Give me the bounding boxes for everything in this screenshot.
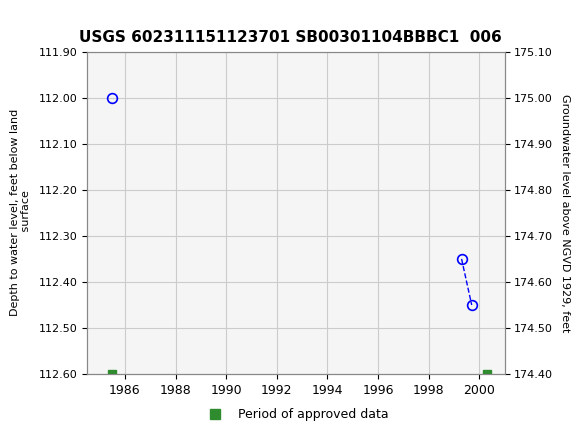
Y-axis label: Depth to water level, feet below land
 surface: Depth to water level, feet below land su… [10, 109, 31, 316]
Y-axis label: Groundwater level above NGVD 1929, feet: Groundwater level above NGVD 1929, feet [560, 94, 570, 332]
Text: ▒USGS: ▒USGS [6, 7, 64, 29]
Text: USGS 602311151123701 SB00301104BBBC1  006: USGS 602311151123701 SB00301104BBBC1 006 [79, 30, 501, 45]
Legend: Period of approved data: Period of approved data [198, 403, 394, 426]
